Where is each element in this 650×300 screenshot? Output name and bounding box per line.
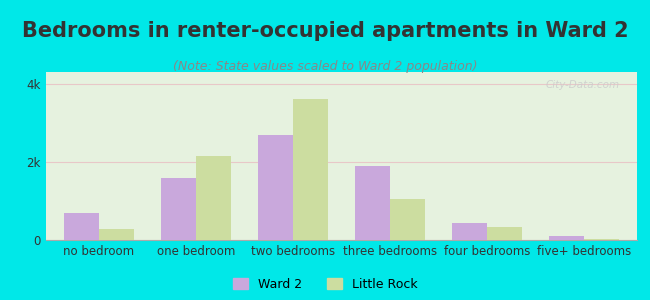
Bar [549, 236, 584, 240]
Text: Bedrooms in renter-occupied apartments in Ward 2: Bedrooms in renter-occupied apartments i… [21, 21, 629, 41]
Bar [64, 213, 99, 240]
Text: City-Data.com: City-Data.com [545, 80, 619, 90]
Bar [487, 227, 521, 240]
Bar [196, 156, 231, 240]
Text: (Note: State values scaled to Ward 2 population): (Note: State values scaled to Ward 2 pop… [173, 60, 477, 73]
Legend: Ward 2, Little Rock: Ward 2, Little Rock [233, 278, 417, 291]
Bar [390, 199, 424, 240]
Bar [258, 134, 292, 240]
Bar [452, 223, 487, 240]
Bar [584, 238, 619, 240]
Bar [292, 99, 328, 240]
Bar [99, 229, 134, 240]
Bar [161, 178, 196, 240]
Bar [355, 166, 390, 240]
